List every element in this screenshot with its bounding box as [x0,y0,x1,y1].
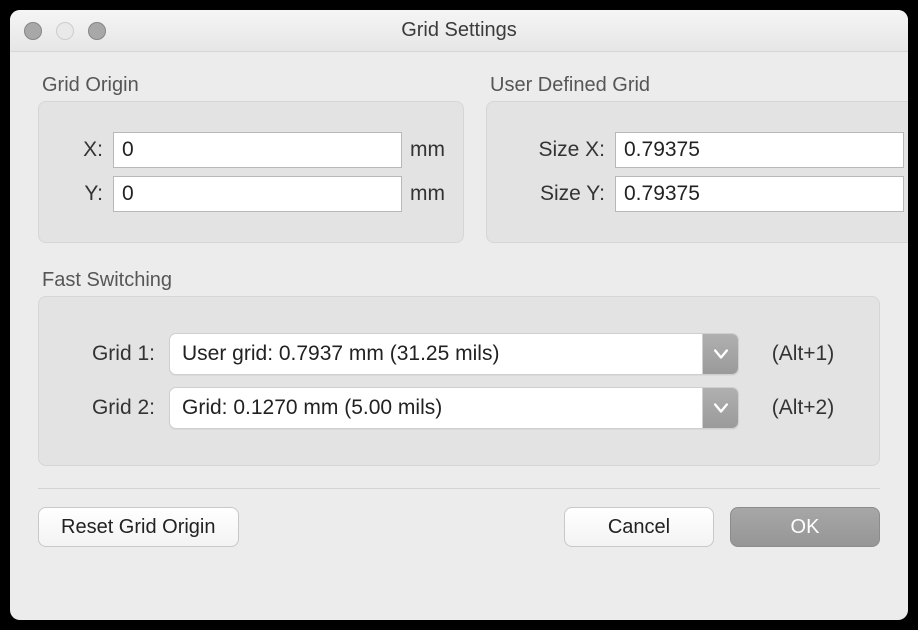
user-grid-group: User Defined Grid Size X: mm Size Y: mm [486,74,908,243]
origin-y-input[interactable] [113,176,402,212]
chevron-down-icon [702,388,738,428]
grid-origin-legend: Grid Origin [42,74,464,97]
grid1-label: Grid 1: [65,342,155,366]
grid1-value: User grid: 0.7937 mm (31.25 mils) [170,342,702,366]
cancel-button[interactable]: Cancel [564,507,714,547]
titlebar: Grid Settings [10,10,908,52]
window-controls [24,22,106,40]
fast-switching-legend: Fast Switching [42,269,880,292]
grid2-label: Grid 2: [65,396,155,420]
close-icon[interactable] [24,22,42,40]
origin-x-unit: mm [410,138,445,162]
origin-x-input[interactable] [113,132,402,168]
dialog-window: Grid Settings Grid Origin X: mm Y: mm [10,10,908,620]
grid2-select[interactable]: Grid: 0.1270 mm (5.00 mils) [169,387,739,429]
separator [38,488,880,489]
grid-origin-group: Grid Origin X: mm Y: mm [38,74,464,243]
fast-switching-group: Fast Switching Grid 1: User grid: 0.7937… [38,269,880,466]
window-title: Grid Settings [401,19,517,42]
button-row: Reset Grid Origin Cancel OK [38,507,880,547]
size-y-input[interactable] [615,176,904,212]
dialog-content: Grid Origin X: mm Y: mm User Defin [10,52,908,567]
grid1-select[interactable]: User grid: 0.7937 mm (31.25 mils) [169,333,739,375]
reset-grid-origin-button[interactable]: Reset Grid Origin [38,507,239,547]
size-y-label: Size Y: [505,182,605,206]
origin-x-label: X: [57,138,103,162]
ok-button[interactable]: OK [730,507,880,547]
minimize-icon [56,22,74,40]
grid2-value: Grid: 0.1270 mm (5.00 mils) [170,396,702,420]
user-grid-legend: User Defined Grid [490,74,908,97]
grid2-shortcut: (Alt+2) [753,396,853,420]
grid1-shortcut: (Alt+1) [753,342,853,366]
size-x-label: Size X: [505,138,605,162]
chevron-down-icon [702,334,738,374]
zoom-icon[interactable] [88,22,106,40]
origin-y-unit: mm [410,182,445,206]
size-x-input[interactable] [615,132,904,168]
origin-y-label: Y: [57,182,103,206]
